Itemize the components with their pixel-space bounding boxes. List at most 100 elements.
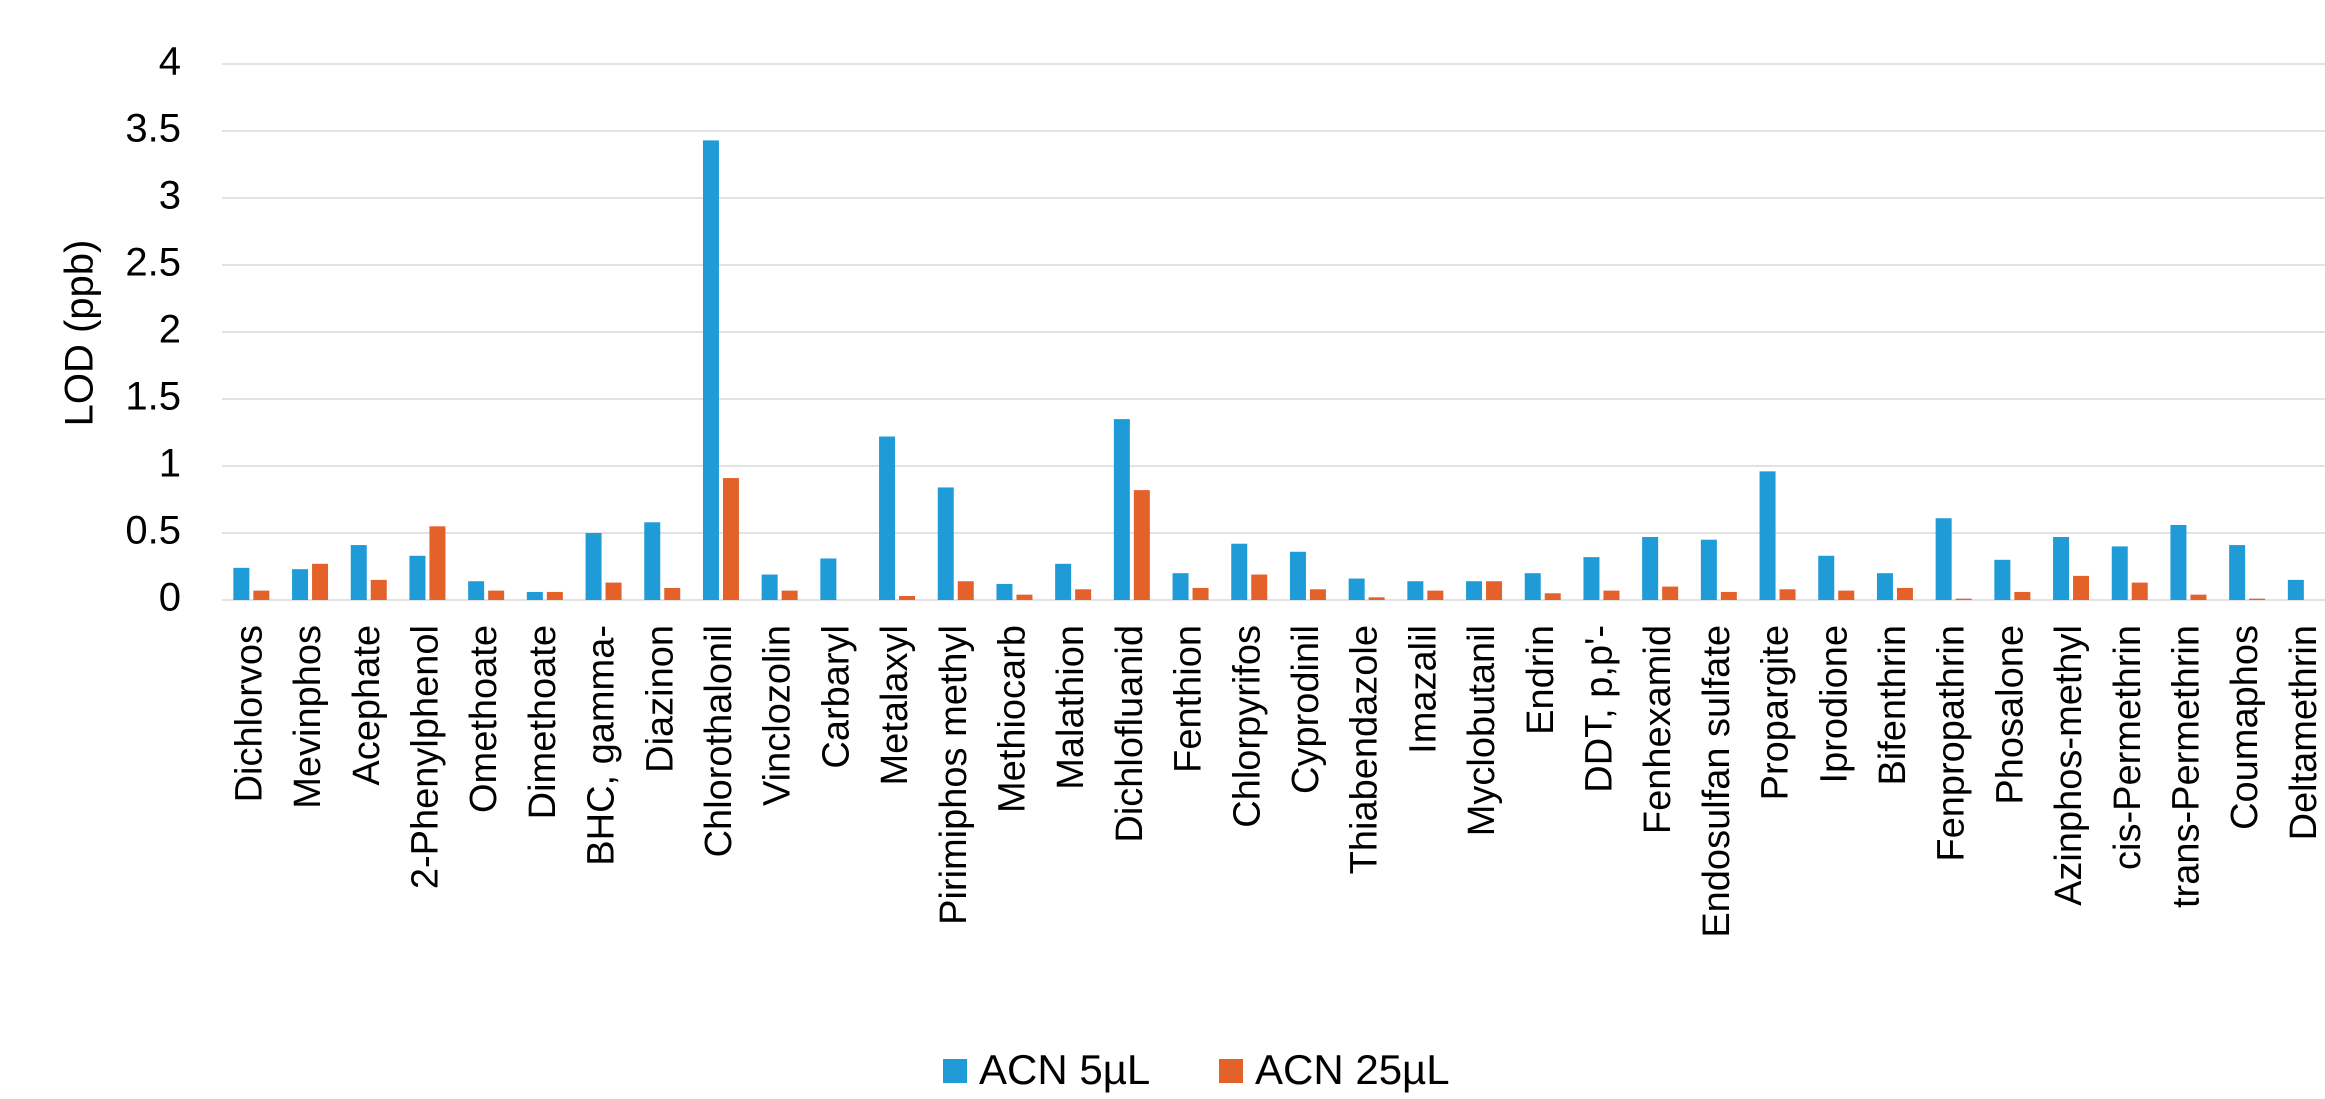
x-tick-label: Carbaryl xyxy=(815,625,857,769)
bar xyxy=(2229,545,2246,600)
y-tick-label: 1.5 xyxy=(125,375,181,419)
x-tick-label: Pirimiphos methyl xyxy=(933,625,975,925)
legend-label: ACN 25µL xyxy=(1255,1046,1450,1093)
bar xyxy=(1427,590,1444,600)
bar xyxy=(1133,490,1150,600)
bar xyxy=(1876,573,1893,600)
bar xyxy=(2111,546,2128,600)
y-tick-label: 0.5 xyxy=(125,509,181,553)
bar xyxy=(605,582,622,600)
x-tick-label: Thiabendazole xyxy=(1344,625,1386,874)
bar xyxy=(1818,555,1835,600)
bar xyxy=(233,567,250,600)
bar xyxy=(879,436,896,600)
bar xyxy=(1289,551,1306,600)
bar xyxy=(1583,557,1600,600)
bar xyxy=(1348,578,1365,600)
bar xyxy=(1113,419,1130,600)
y-tick-label: 3.5 xyxy=(125,107,181,151)
x-tick-label: Dimethoate xyxy=(522,625,564,819)
x-tick-label: Diazinon xyxy=(639,625,681,773)
bar xyxy=(1407,581,1424,600)
bar xyxy=(937,487,954,600)
bar xyxy=(1935,518,1952,600)
bar xyxy=(488,590,505,600)
y-tick-label: 3 xyxy=(159,174,181,218)
bar xyxy=(2014,591,2031,600)
bar xyxy=(1016,594,1033,600)
bar xyxy=(1231,543,1248,600)
bar xyxy=(1466,581,1483,600)
x-tick-label: Dichlofluanid xyxy=(1109,625,1151,843)
x-tick-label: Cyprodinil xyxy=(1285,625,1327,794)
x-tick-label: BHC, gamma- xyxy=(581,625,623,866)
bar xyxy=(1838,590,1855,600)
bar xyxy=(1779,589,1796,600)
bar xyxy=(1192,587,1209,600)
bar xyxy=(468,581,485,600)
y-tick-label: 0 xyxy=(159,576,181,620)
bar xyxy=(370,579,387,600)
bar xyxy=(702,140,719,600)
bar xyxy=(312,563,329,600)
bar xyxy=(722,478,739,600)
legend-label: ACN 5µL xyxy=(979,1046,1150,1093)
bar xyxy=(292,569,309,600)
bar xyxy=(1642,537,1659,600)
bar xyxy=(585,533,602,600)
bar xyxy=(1524,573,1541,600)
bar xyxy=(1662,586,1679,600)
x-tick-label: Iprodione xyxy=(1813,625,1855,783)
x-tick-label: cis-Permethrin xyxy=(2107,625,2149,870)
x-tick-label: Coumaphos xyxy=(2224,625,2266,830)
bar xyxy=(1055,563,1072,600)
bar xyxy=(957,581,974,600)
bar xyxy=(1994,559,2011,600)
bar xyxy=(2287,579,2304,600)
bar xyxy=(2249,598,2266,600)
bar xyxy=(1309,589,1326,600)
bar xyxy=(820,558,837,600)
x-tick-label: Endrin xyxy=(1520,625,1562,735)
y-tick-label: 2 xyxy=(159,308,181,352)
bar xyxy=(1955,598,1972,600)
y-tick-label: 4 xyxy=(159,40,181,84)
x-tick-label: Phosalone xyxy=(1989,625,2031,805)
x-tick-label: Mevinphos xyxy=(287,625,329,809)
y-tick-label: 2.5 xyxy=(125,241,181,285)
bar xyxy=(1172,573,1189,600)
bar xyxy=(996,583,1013,600)
y-tick-label: 1 xyxy=(159,442,181,486)
bar xyxy=(409,555,426,600)
bar xyxy=(2190,594,2207,600)
x-tick-label: Dichlorvos xyxy=(228,625,270,802)
x-tick-label: Acephate xyxy=(346,625,388,786)
x-tick-label: Chlorothalonil xyxy=(698,625,740,857)
bar xyxy=(1700,539,1717,600)
bar xyxy=(429,526,446,600)
bar xyxy=(1603,590,1620,600)
bar xyxy=(350,545,367,600)
bar xyxy=(1486,581,1503,600)
x-tick-label: Fenthion xyxy=(1168,625,1210,773)
y-axis-title: LOD (ppb) xyxy=(58,240,102,427)
x-tick-label: Azinphos-methyl xyxy=(2048,625,2090,906)
x-tick-label: Bifenthrin xyxy=(1872,625,1914,786)
x-tick-label: Deltamethrin xyxy=(2283,625,2325,840)
x-tick-label: Myclobutanil xyxy=(1461,625,1503,836)
bar xyxy=(526,591,543,600)
bar xyxy=(1896,587,1913,600)
x-tick-label: 2-Phenylphenol xyxy=(404,625,446,889)
x-tick-label: Imazalil xyxy=(1402,625,1444,754)
x-tick-label: Fenhexamid xyxy=(1637,625,1679,834)
x-tick-label: Fenpropathrin xyxy=(1931,625,1973,862)
bar xyxy=(1368,597,1385,600)
bar xyxy=(2170,524,2187,600)
x-tick-label: Malathion xyxy=(1050,625,1092,790)
bar xyxy=(899,595,916,600)
legend-swatch xyxy=(943,1059,967,1083)
bar xyxy=(1759,471,1776,600)
x-tick-label: Omethoate xyxy=(463,625,505,813)
